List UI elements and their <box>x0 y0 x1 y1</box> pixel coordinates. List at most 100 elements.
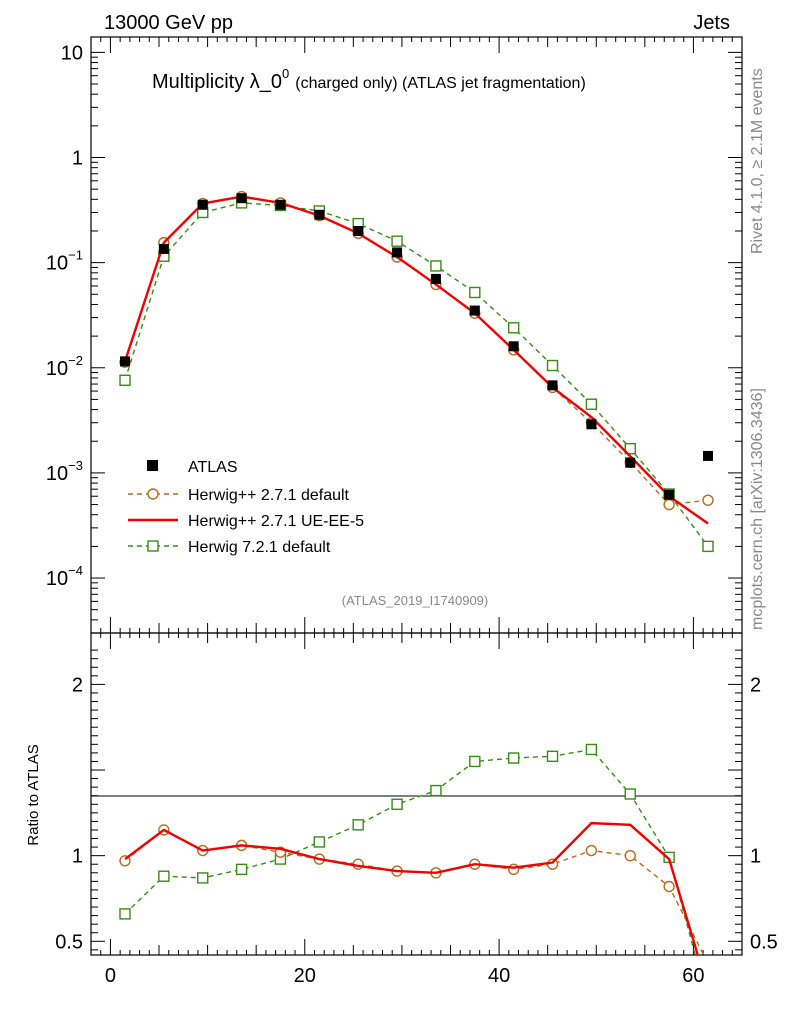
ratio-series-herwig-2-7-1-default <box>119 824 705 955</box>
ratio-y-tick-label-right: 0.5 <box>750 931 778 953</box>
ratio-y-tick-label: 2 <box>72 674 83 696</box>
y-tick-exponent: −1 <box>68 248 83 263</box>
data-point <box>586 419 597 430</box>
ratio-plot-frame <box>90 632 743 956</box>
data-point <box>197 199 208 210</box>
ratio-y-tick-label: 1 <box>72 846 83 868</box>
ratio-axes: 0 20 40 60 0.5 0.5 1 1 2 2 <box>55 649 778 987</box>
ratio-series <box>119 743 705 955</box>
data-point <box>120 356 131 367</box>
mcplots-label: mcplots.cern.ch [arXiv:1306.3436] <box>749 388 766 630</box>
ratio-point <box>352 819 364 831</box>
title-sub: (charged only) (ATLAS jet fragmentation) <box>295 75 586 92</box>
ratio-point <box>585 743 598 756</box>
data-point <box>469 305 480 316</box>
series-point <box>702 540 714 553</box>
legend-marker <box>147 460 158 471</box>
data-point <box>236 193 247 204</box>
ratio-y-tick-label-right: 1 <box>750 846 761 868</box>
y-tick-label: 10−1 <box>46 248 83 275</box>
y-tick-exponent: −3 <box>68 458 83 473</box>
series-point <box>546 359 559 372</box>
y-tick-base: 10 <box>46 568 68 590</box>
legend: ATLAS Herwig++ 2.7.1 default Herwig++ 2.7.… <box>128 459 364 556</box>
ratio-point <box>546 858 559 870</box>
ratio-point <box>507 863 520 876</box>
data-point <box>547 380 558 391</box>
series-point <box>624 442 636 455</box>
legend-marker <box>147 488 159 500</box>
data-point <box>702 450 713 461</box>
analysis-id: (ATLAS_2019_I1740909) <box>342 593 488 608</box>
data-point <box>508 341 519 352</box>
data-point <box>392 247 403 258</box>
ratio-y-tick-label-right: 2 <box>750 674 761 696</box>
series-point <box>585 398 598 410</box>
energy-label: 13000 GeV pp <box>104 12 233 34</box>
series-line <box>123 195 709 525</box>
y-tick-label: 10−2 <box>46 353 83 380</box>
data-point <box>664 489 675 500</box>
title-main: Multiplicity λ_0 <box>152 71 282 93</box>
legend-marker <box>147 540 159 552</box>
y-tick-base: 10 <box>46 253 68 275</box>
legend-label: Herwig++ 2.7.1 default <box>188 487 350 504</box>
data-point <box>158 243 169 254</box>
ratio-series-herwig-7-2-1-default <box>119 743 696 955</box>
rivet-version-label: Rivet 4.1.0, ≥ 2.1M events <box>749 68 766 254</box>
x-tick-label: 40 <box>488 965 510 987</box>
ratio-point <box>430 784 442 797</box>
ratio-point <box>119 908 131 920</box>
y-tick-base: 10 <box>46 358 68 380</box>
series-point <box>119 374 131 386</box>
ratio-point <box>546 750 559 763</box>
y-tick-base: 10 <box>61 42 83 64</box>
ratio-point <box>624 849 636 862</box>
x-tick-label: 20 <box>294 965 316 987</box>
ratio-series-herwig-2-7-1-ue-ee-5 <box>124 821 700 955</box>
ratio-point <box>235 863 248 876</box>
legend-label: Herwig 7.2.1 default <box>188 539 331 556</box>
series-point <box>702 494 714 506</box>
y-tick-label: 10−4 <box>46 563 83 590</box>
process-label: Jets <box>693 12 730 34</box>
y-tick-label: 1 <box>72 147 83 169</box>
ratio-y-tick-label: 0.5 <box>55 931 83 953</box>
ratio-point <box>585 844 598 857</box>
y-tick-exponent: −2 <box>68 353 83 368</box>
data-point <box>353 225 364 236</box>
data-point <box>430 273 441 284</box>
ratio-point <box>507 752 520 764</box>
ratio-point <box>197 872 209 884</box>
y-tick-base: 1 <box>72 147 83 169</box>
legend-label: Herwig++ 2.7.1 UE-EE-5 <box>188 513 364 530</box>
y-tick-label: 10 <box>61 42 83 64</box>
series-point <box>663 498 675 511</box>
ratio-point <box>624 788 636 800</box>
ratio-point <box>663 880 675 893</box>
main-series <box>119 190 714 553</box>
legend-label: ATLAS <box>188 459 238 476</box>
series-atlas <box>120 193 713 500</box>
series-point <box>391 235 403 247</box>
x-tick-label: 0 <box>105 965 116 987</box>
ratio-point <box>469 755 481 768</box>
ratio-point <box>391 798 403 810</box>
y-tick-base: 10 <box>46 463 68 485</box>
y-tick-exponent: −4 <box>68 563 83 578</box>
series-herwig-2-7-1-ue-ee-5 <box>123 195 709 525</box>
series-point <box>469 286 481 299</box>
data-point <box>625 457 636 468</box>
series-point <box>507 322 520 334</box>
y-tick-label: 10−3 <box>46 458 83 485</box>
ratio-line <box>124 748 696 955</box>
data-point <box>275 199 286 210</box>
series-point <box>430 260 442 272</box>
ratio-point <box>313 836 326 848</box>
series-line <box>124 202 709 547</box>
plot-title: Multiplicity λ_00 (charged only) (ATLAS j… <box>152 66 586 93</box>
title-sup: 0 <box>282 66 289 81</box>
ratio-line <box>124 821 700 955</box>
